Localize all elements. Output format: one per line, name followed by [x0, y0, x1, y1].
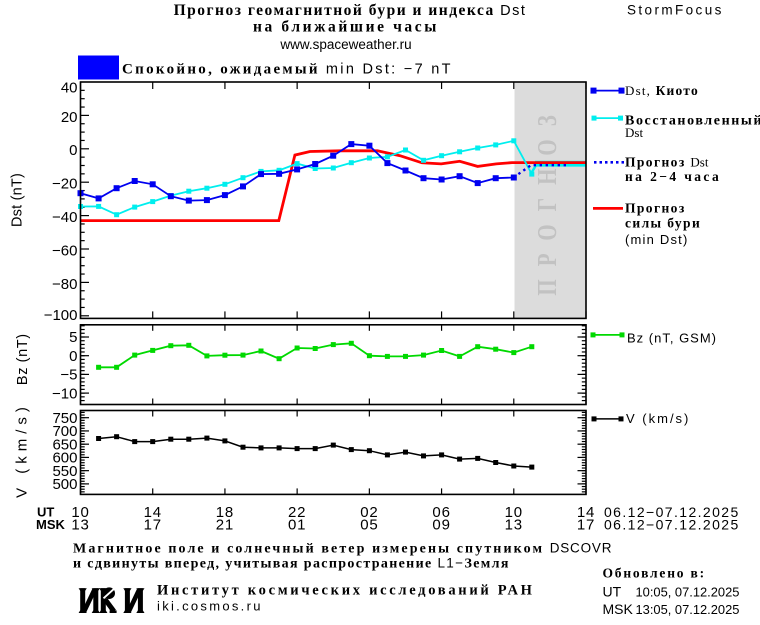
svg-text:−80: −80 [52, 276, 77, 293]
svg-text:13: 13 [71, 516, 89, 533]
svg-text:01: 01 [288, 516, 306, 533]
svg-text:−60: −60 [52, 242, 77, 259]
svg-text:Спокойно, ожидаемый min Dst: −: Спокойно, ожидаемый min Dst: −7 nT [122, 62, 453, 78]
svg-text:700: 700 [52, 423, 77, 440]
svg-text:UT: UT [37, 505, 54, 520]
svg-text:MSK: MSK [36, 517, 66, 532]
svg-text:Магнитное поле и солнечный вет: Магнитное поле и солнечный ветер измерен… [73, 541, 612, 557]
svg-text:V (km/s): V (km/s) [14, 402, 31, 498]
svg-text:Институт космических исследова: Институт космических исследований РАН [157, 583, 535, 599]
svg-text:Bz (nT): Bz (nT) [15, 333, 31, 385]
svg-text:MSK: MSK [603, 601, 634, 617]
svg-text:Прогноз Dst: Прогноз Dst [625, 155, 709, 170]
svg-text:−40: −40 [52, 209, 77, 226]
svg-text:Обновлено в:: Обновлено в: [603, 566, 706, 581]
svg-text:Bz (nT, GSM): Bz (nT, GSM) [627, 331, 717, 346]
svg-text:600: 600 [52, 450, 77, 467]
svg-text:(min Dst): (min Dst) [625, 232, 689, 247]
svg-text:06: 06 [432, 504, 450, 521]
svg-text:www.spaceweather.ru: www.spaceweather.ru [279, 37, 411, 52]
svg-text:22: 22 [288, 504, 306, 521]
svg-text:05: 05 [360, 516, 378, 533]
svg-text:10:05, 07.12.2025: 10:05, 07.12.2025 [636, 584, 740, 599]
svg-text:06.12−07.12.2025: 06.12−07.12.2025 [604, 516, 740, 532]
svg-text:V (km/s): V (km/s) [626, 411, 690, 426]
svg-text:13: 13 [505, 516, 523, 533]
svg-text:iki.cosmos.ru: iki.cosmos.ru [157, 599, 263, 614]
svg-text:17: 17 [577, 516, 595, 533]
svg-text:−20: −20 [52, 176, 77, 193]
svg-text:17: 17 [144, 516, 162, 533]
svg-text:UT: UT [603, 583, 622, 599]
svg-text:Прогноз: Прогноз [625, 200, 686, 215]
svg-text:на 2−4 часа: на 2−4 часа [625, 169, 721, 184]
svg-text:40: 40 [61, 80, 78, 97]
svg-text:−10: −10 [52, 385, 77, 402]
svg-text:20: 20 [61, 109, 78, 126]
svg-text:500: 500 [52, 476, 77, 493]
svg-text:Dst: Dst [625, 125, 643, 140]
svg-text:13:05, 07.12.2025: 13:05, 07.12.2025 [636, 602, 740, 617]
svg-text:21: 21 [216, 516, 234, 533]
svg-text:10: 10 [71, 504, 89, 521]
svg-text:02: 02 [360, 504, 378, 521]
svg-text:09: 09 [432, 516, 450, 533]
svg-text:650: 650 [52, 436, 77, 453]
svg-text:Dst, Киото: Dst, Киото [625, 83, 699, 98]
svg-text:10: 10 [505, 504, 523, 521]
svg-text:5: 5 [69, 329, 77, 346]
svg-text:Восстановленный: Восстановленный [625, 113, 760, 128]
svg-text:750: 750 [52, 410, 77, 427]
svg-text:14: 14 [144, 504, 162, 521]
svg-text:550: 550 [52, 463, 77, 480]
svg-text:06.12−07.12.2025: 06.12−07.12.2025 [604, 504, 740, 520]
svg-text:0: 0 [69, 348, 77, 365]
svg-text:Dst (nT): Dst (nT) [10, 173, 26, 227]
svg-text:Прогноз геомагнитной бури и ин: Прогноз геомагнитной бури и индекса Dst [174, 2, 527, 19]
svg-text:14: 14 [577, 504, 595, 521]
svg-text:StormFocus: StormFocus [627, 3, 724, 18]
svg-text:−100: −100 [44, 307, 78, 324]
svg-text:ПРОГНОЗ: ПРОГНОЗ [532, 102, 562, 295]
svg-text:−5: −5 [60, 367, 77, 384]
svg-text:18: 18 [216, 504, 234, 521]
svg-text:0: 0 [69, 142, 77, 159]
svg-text:на ближайшие часы: на ближайшие часы [253, 19, 439, 36]
svg-text:и сдвинуты вперед, учитывая ра: и сдвинуты вперед, учитывая распростране… [73, 556, 510, 572]
svg-text:силы бури: силы бури [625, 216, 701, 231]
